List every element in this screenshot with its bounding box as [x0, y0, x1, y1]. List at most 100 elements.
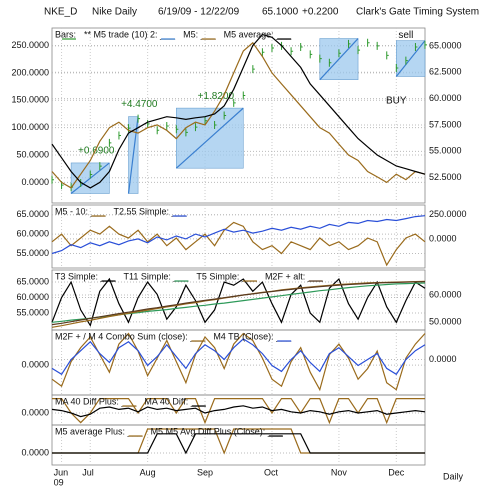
y2-tick-label: 0.0000	[429, 233, 457, 243]
series-line	[51, 338, 426, 376]
annotation: sell	[398, 30, 413, 41]
price-bar	[309, 50, 313, 59]
y2-tick-label: 57.5000	[429, 119, 462, 129]
last-value: 65.1000	[262, 7, 299, 18]
price-bar	[242, 91, 246, 100]
symbol: NKE_D	[44, 7, 77, 18]
series-line	[51, 33, 426, 189]
price-bar	[405, 56, 408, 65]
price-bar	[328, 58, 332, 67]
price-bar	[271, 44, 274, 53]
x-tick-label: Oct	[264, 467, 279, 477]
price-bar	[357, 46, 361, 55]
trade-label: +0.6900	[78, 146, 115, 157]
panel-frame	[51, 424, 426, 466]
x-tick-label: Jul	[82, 467, 94, 477]
panel-frame	[51, 204, 426, 269]
price-bar	[108, 138, 112, 147]
price-bar	[175, 125, 179, 134]
y-tick-label: 0.0000	[21, 360, 49, 370]
series-line	[51, 332, 426, 392]
price-bar	[214, 120, 217, 129]
series-line	[52, 433, 425, 455]
y-tick-label: 50.0000	[16, 149, 49, 159]
legend-entry: M5 average Plus: ___	[55, 426, 144, 436]
date-range: 6/19/09 - 12/22/09	[158, 7, 240, 18]
y2-tick-label: 52.5000	[429, 172, 462, 182]
legend-entry: M5 - 10: ___	[55, 206, 107, 216]
x-tick-label: Dec	[388, 467, 405, 477]
series-line	[51, 215, 426, 255]
y2-tick-label: 60.0000	[429, 93, 462, 103]
x-tick-label: Nov	[331, 467, 348, 477]
legend-entry: T5 Simple: ___	[196, 271, 258, 281]
y2-tick-label: 55.0000	[429, 146, 462, 156]
price-bar	[223, 111, 227, 120]
legend-entry: ** M5 trade (10) 2: ___	[84, 29, 176, 39]
trade-label: +4.4700	[121, 99, 158, 110]
price-bar	[194, 123, 198, 132]
trade-line	[127, 116, 139, 194]
price-bar	[424, 40, 427, 49]
y-tick-label: 0.0000	[21, 407, 49, 417]
price-bar	[414, 42, 418, 51]
legend-entry: T2.55 Simple: ___	[114, 206, 188, 216]
price-bar	[156, 126, 160, 135]
y2-tick-label: 250.0000	[429, 209, 467, 219]
legend-entry: T11 Simple: ___	[124, 271, 190, 281]
price-bar	[118, 131, 121, 140]
price-bar	[395, 64, 399, 73]
trade-label: +1.8200	[198, 91, 235, 102]
price-bar	[185, 128, 188, 137]
series-line	[51, 221, 426, 267]
series-line	[51, 277, 426, 327]
price-bar	[290, 47, 294, 56]
y-tick-label: 0.0000	[21, 447, 49, 457]
series-line	[51, 405, 426, 418]
series-line	[52, 398, 425, 425]
price-bar	[204, 116, 208, 125]
trade-line	[175, 107, 244, 169]
price-bar	[89, 170, 93, 179]
y2-tick-label: 50.0000	[429, 316, 462, 326]
annotation: BUY	[386, 95, 407, 106]
price-bar	[99, 162, 102, 171]
legend-entry: M5: ___	[183, 29, 217, 39]
y-tick-label: 60.0000	[16, 228, 49, 238]
price-bar	[300, 42, 303, 51]
price-bar	[252, 65, 255, 74]
x-tick-label: Sep	[197, 467, 213, 477]
y-tick-label: 150.0000	[11, 95, 49, 105]
y-tick-label: 55.0000	[16, 307, 49, 317]
x-tick-label: Jun	[54, 467, 69, 477]
price-bar	[166, 122, 169, 131]
y-tick-label: 0.0000	[21, 177, 49, 187]
price-bar	[261, 48, 265, 57]
legend-entry: T3 Simple: ___	[55, 271, 117, 281]
legend-entry: MA 40 Diff: ___	[144, 396, 206, 406]
y2-tick-label: 0.0000	[429, 354, 457, 364]
legend-entry: Bars:	[55, 29, 76, 39]
panel-frame	[51, 27, 426, 204]
price-bar	[367, 38, 370, 47]
legend-entry: M5 average: ___	[224, 29, 293, 39]
trade-line	[395, 40, 426, 77]
year-label: 09	[54, 477, 64, 487]
price-bar	[376, 41, 380, 50]
legend-entry: M5 M5 Avg Diff Plus (Close): ___	[151, 426, 284, 436]
period-label: Daily	[443, 471, 464, 481]
trade-line	[319, 38, 359, 81]
price-bar	[137, 114, 141, 123]
subtitle: Nike Daily	[92, 7, 137, 18]
series-line	[51, 41, 426, 189]
y-tick-label: 200.0000	[11, 67, 49, 77]
y2-tick-label: 62.5000	[429, 67, 462, 77]
y-tick-label: 60.0000	[16, 292, 49, 302]
price-bar	[147, 119, 150, 128]
y-tick-label: 65.0000	[16, 209, 49, 219]
price-bar	[347, 39, 351, 48]
legend-entry: M2F + / M 4 Combo Sum (close): ___	[55, 331, 206, 341]
y-tick-label: 250.0000	[11, 40, 49, 50]
